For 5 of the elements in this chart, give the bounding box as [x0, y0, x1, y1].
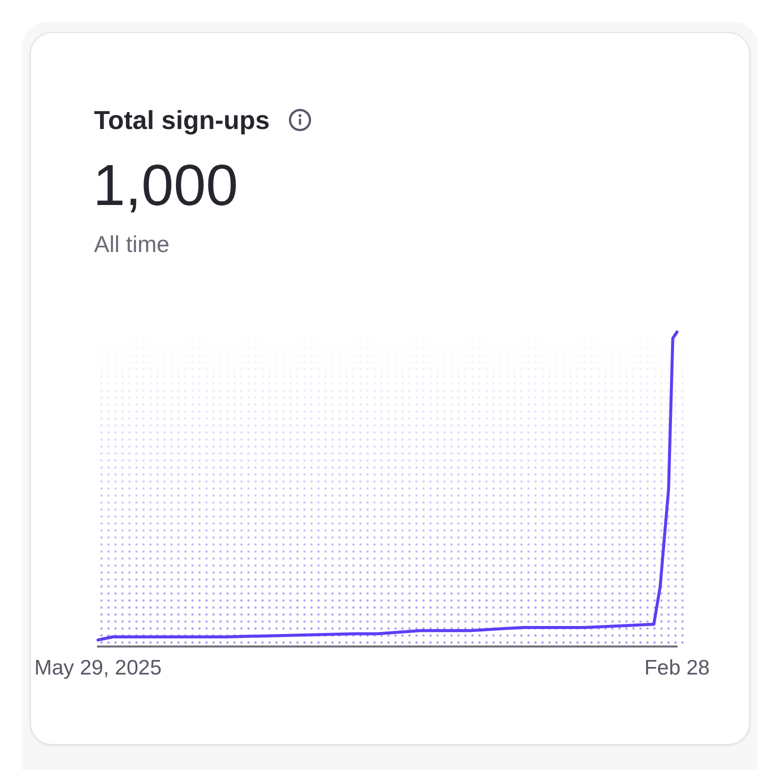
text: 1,000 — [93, 153, 238, 218]
chart-subtitle: All time — [94, 231, 170, 257]
chart-title: Total sign-ups — [94, 105, 270, 135]
x-tick-label: Feb 28 — [644, 656, 710, 680]
x-tick-label: May 29, 2025 — [34, 656, 162, 680]
